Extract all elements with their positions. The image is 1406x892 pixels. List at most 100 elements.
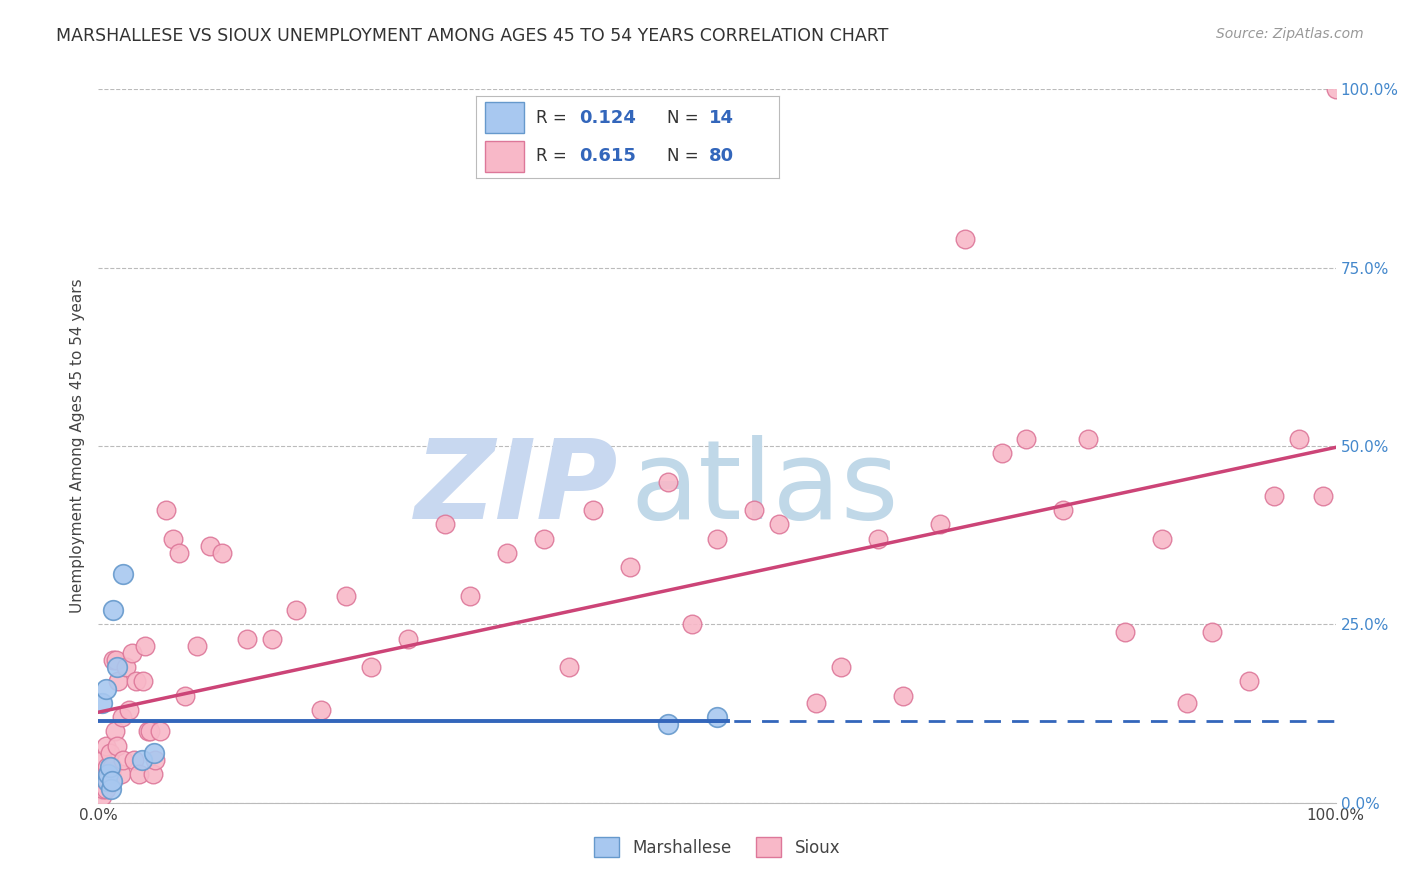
Point xyxy=(111,710,134,724)
Point xyxy=(93,781,115,796)
Point xyxy=(1077,432,1099,446)
Point xyxy=(396,632,419,646)
Point xyxy=(149,724,172,739)
Point xyxy=(96,774,118,789)
Point xyxy=(112,753,135,767)
Point xyxy=(103,603,125,617)
Point xyxy=(174,689,197,703)
Point xyxy=(866,532,889,546)
Point xyxy=(91,767,114,781)
Point xyxy=(114,660,136,674)
Point xyxy=(953,232,976,246)
Point xyxy=(309,703,332,717)
Point xyxy=(105,739,128,753)
Point xyxy=(1114,624,1136,639)
Point xyxy=(742,503,765,517)
Point xyxy=(167,546,190,560)
Point xyxy=(1312,489,1334,503)
Point xyxy=(101,774,124,789)
Point xyxy=(100,767,122,781)
Point xyxy=(93,774,115,789)
Point xyxy=(768,517,790,532)
Point xyxy=(103,724,125,739)
Point xyxy=(557,660,579,674)
Point xyxy=(198,539,221,553)
Point xyxy=(186,639,208,653)
Point xyxy=(928,517,950,532)
Point xyxy=(804,696,827,710)
Point xyxy=(1175,696,1198,710)
Point xyxy=(1237,674,1260,689)
Point xyxy=(131,753,153,767)
Point xyxy=(112,567,135,582)
Point xyxy=(134,639,156,653)
Point xyxy=(139,724,162,739)
Text: Source: ZipAtlas.com: Source: ZipAtlas.com xyxy=(1216,27,1364,41)
Point xyxy=(236,632,259,646)
Point xyxy=(107,674,129,689)
Point xyxy=(89,781,111,796)
Point xyxy=(1201,624,1223,639)
Point xyxy=(93,753,115,767)
Point xyxy=(94,681,117,696)
Point xyxy=(121,646,143,660)
Point xyxy=(260,632,283,646)
Point xyxy=(104,653,127,667)
Legend: Marshallese, Sioux: Marshallese, Sioux xyxy=(585,829,849,866)
Point xyxy=(124,674,146,689)
Point xyxy=(582,503,605,517)
Point xyxy=(657,717,679,731)
Point xyxy=(285,603,308,617)
Point xyxy=(101,760,124,774)
Point xyxy=(162,532,184,546)
Point xyxy=(143,746,166,760)
Point xyxy=(1324,82,1347,96)
Point xyxy=(128,767,150,781)
Point xyxy=(136,724,159,739)
Point xyxy=(132,674,155,689)
Point xyxy=(90,774,112,789)
Point xyxy=(105,660,128,674)
Point xyxy=(1152,532,1174,546)
Point xyxy=(830,660,852,674)
Point xyxy=(100,781,122,796)
Point xyxy=(94,739,117,753)
Point xyxy=(706,532,728,546)
Point xyxy=(495,546,517,560)
Point xyxy=(891,689,914,703)
Point xyxy=(1015,432,1038,446)
Point xyxy=(91,789,114,803)
Text: MARSHALLESE VS SIOUX UNEMPLOYMENT AMONG AGES 45 TO 54 YEARS CORRELATION CHART: MARSHALLESE VS SIOUX UNEMPLOYMENT AMONG … xyxy=(56,27,889,45)
Point xyxy=(458,589,481,603)
Point xyxy=(1288,432,1310,446)
Point xyxy=(94,781,117,796)
Point xyxy=(97,774,120,789)
Point xyxy=(335,589,357,603)
Point xyxy=(433,517,456,532)
Point xyxy=(681,617,703,632)
Point xyxy=(657,475,679,489)
Point xyxy=(990,446,1012,460)
Point xyxy=(96,760,118,774)
Point xyxy=(706,710,728,724)
Point xyxy=(124,753,146,767)
Point xyxy=(155,503,177,517)
Y-axis label: Unemployment Among Ages 45 to 54 years: Unemployment Among Ages 45 to 54 years xyxy=(70,278,86,614)
Text: atlas: atlas xyxy=(630,435,898,542)
Point xyxy=(533,532,555,546)
Point xyxy=(619,560,641,574)
Text: ZIP: ZIP xyxy=(415,435,619,542)
Point xyxy=(97,767,120,781)
Point xyxy=(143,753,166,767)
Point xyxy=(1052,503,1074,517)
Point xyxy=(1263,489,1285,503)
Point xyxy=(110,767,132,781)
Point xyxy=(103,653,125,667)
Point xyxy=(98,760,121,774)
Point xyxy=(360,660,382,674)
Point xyxy=(91,696,114,710)
Point xyxy=(98,746,121,760)
Point xyxy=(211,546,233,560)
Point xyxy=(142,767,165,781)
Point xyxy=(118,703,141,717)
